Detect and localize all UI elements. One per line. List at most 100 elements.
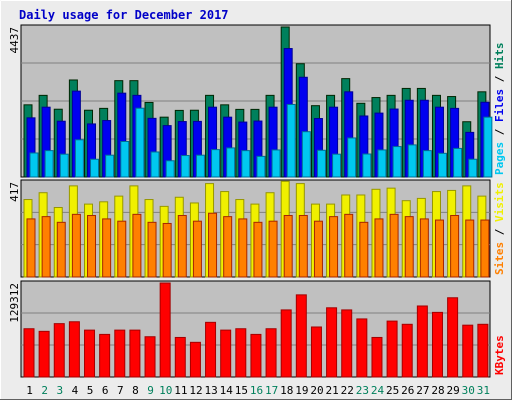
x-tick-day-17: 17 [265, 384, 278, 397]
bar-pages-day-15 [241, 150, 251, 178]
bar-sites-day-24 [374, 218, 384, 278]
bar-kbytes-day-7 [114, 329, 126, 378]
x-tick-day-7: 7 [117, 384, 124, 397]
bar-kbytes-day-22 [341, 309, 353, 378]
x-tick-day-31: 31 [477, 384, 490, 397]
bar-kbytes-day-31 [477, 323, 489, 378]
legend-part: / [493, 69, 506, 89]
chart-title: Daily usage for December 2017 [19, 8, 229, 22]
bar-pages-day-1 [29, 152, 39, 178]
bar-pages-day-23 [362, 153, 372, 178]
x-tick-day-4: 4 [72, 384, 79, 397]
bar-kbytes-day-5 [84, 329, 96, 378]
bar-kbytes-day-26 [401, 323, 413, 378]
x-tick-day-15: 15 [235, 384, 248, 397]
bar-kbytes-day-27 [416, 305, 428, 378]
x-tick-day-29: 29 [447, 384, 460, 397]
x-tick-day-19: 19 [295, 384, 308, 397]
x-tick-day-28: 28 [431, 384, 444, 397]
bar-kbytes-day-12 [189, 341, 201, 378]
bar-sites-day-9 [147, 221, 157, 278]
bar-kbytes-day-9 [144, 336, 156, 378]
bar-kbytes-day-23 [356, 318, 368, 378]
bar-kbytes-day-3 [53, 323, 65, 378]
bar-kbytes-day-24 [371, 336, 383, 378]
legend-part: Sites [493, 242, 506, 275]
bar-sites-day-23 [359, 221, 369, 278]
bar-sites-day-22 [344, 213, 354, 278]
bar-pages-day-17 [271, 149, 281, 178]
bar-pages-day-3 [59, 153, 69, 178]
x-tick-day-8: 8 [132, 384, 139, 397]
bar-sites-day-8 [132, 213, 142, 278]
bar-sites-day-31 [480, 219, 490, 278]
bar-sites-day-25 [389, 213, 399, 278]
bar-pages-day-8 [135, 107, 145, 178]
bar-pages-day-22 [347, 137, 357, 178]
panel-usage: 4437 Pages / Files / Hits [8, 24, 506, 178]
bar-kbytes-day-28 [431, 311, 443, 378]
bar-sites-day-12 [192, 220, 202, 278]
bar-pages-day-26 [407, 144, 417, 178]
bar-kbytes-day-8 [129, 329, 141, 378]
bar-kbytes-day-25 [386, 320, 398, 378]
bar-kbytes-day-13 [205, 321, 217, 378]
bar-sites-day-28 [434, 219, 444, 278]
panel-usage-max-label: 4437 [8, 27, 21, 54]
panel-kbytes: 129312 KBytes [8, 280, 506, 378]
bar-kbytes-day-6 [99, 333, 111, 378]
bar-pages-day-24 [377, 149, 387, 178]
bar-pages-day-14 [226, 147, 236, 178]
bar-sites-day-13 [208, 212, 218, 278]
bar-pages-day-2 [44, 150, 54, 178]
bar-pages-day-21 [332, 153, 342, 178]
bar-sites-day-20 [313, 220, 323, 278]
x-tick-day-14: 14 [220, 384, 234, 397]
bar-pages-day-29 [453, 147, 463, 178]
panel-kbytes-max-label: 129312 [8, 283, 21, 323]
panel-visits-legend: Sites / Visits [493, 182, 506, 275]
bar-kbytes-day-18 [280, 309, 292, 378]
bar-kbytes-day-20 [310, 326, 322, 378]
bar-sites-day-16 [253, 221, 263, 278]
x-tick-day-6: 6 [102, 384, 109, 397]
bar-sites-day-18 [283, 214, 293, 278]
x-tick-day-13: 13 [204, 384, 217, 397]
x-tick-day-22: 22 [341, 384, 354, 397]
x-tick-day-10: 10 [159, 384, 172, 397]
bar-pages-day-4 [74, 139, 84, 178]
x-tick-day-18: 18 [280, 384, 293, 397]
legend-part: Visits [493, 182, 506, 222]
bar-pages-day-12 [195, 154, 205, 178]
bar-pages-day-13 [211, 149, 221, 178]
bar-sites-day-10 [162, 222, 172, 278]
x-tick-day-30: 30 [462, 384, 475, 397]
x-tick-day-23: 23 [356, 384, 369, 397]
bar-sites-day-21 [329, 216, 339, 278]
x-tick-day-2: 2 [41, 384, 48, 397]
bar-pages-day-18 [286, 103, 296, 178]
x-tick-day-1: 1 [26, 384, 33, 397]
bar-pages-day-16 [256, 155, 266, 178]
x-tick-day-24: 24 [371, 384, 385, 397]
bar-sites-day-4 [71, 213, 81, 278]
x-tick-day-21: 21 [326, 384, 339, 397]
x-tick-day-9: 9 [147, 384, 154, 397]
panel-visits: 417 Sites / Visits [8, 179, 506, 278]
bar-sites-day-14 [223, 216, 233, 278]
legend-part: / [493, 222, 506, 242]
bar-kbytes-day-19 [295, 294, 307, 378]
x-tick-day-26: 26 [401, 384, 414, 397]
bar-pages-day-6 [105, 154, 115, 178]
x-tick-day-3: 3 [57, 384, 64, 397]
legend-part: KBytes [493, 335, 506, 375]
legend-part: / [493, 122, 506, 142]
bar-sites-day-1 [26, 218, 36, 278]
bar-sites-day-19 [298, 214, 308, 278]
bar-pages-day-20 [316, 149, 326, 178]
bar-pages-day-9 [150, 151, 160, 178]
bar-sites-day-29 [450, 214, 460, 278]
x-tick-day-12: 12 [189, 384, 202, 397]
bar-sites-day-2 [41, 216, 51, 278]
bar-kbytes-day-14 [220, 329, 232, 378]
